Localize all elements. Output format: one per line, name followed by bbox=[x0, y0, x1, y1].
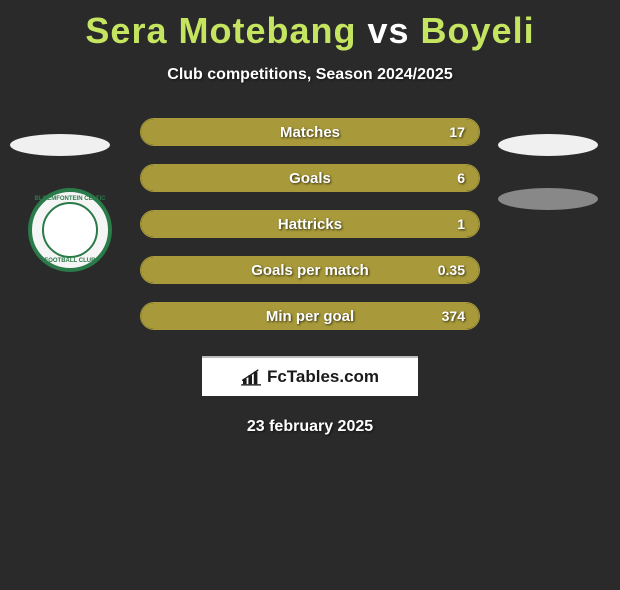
stat-row-matches: Matches 17 bbox=[140, 118, 480, 146]
bar-chart-icon bbox=[241, 368, 263, 386]
stat-value: 17 bbox=[449, 124, 465, 140]
stat-label: Hattricks bbox=[141, 216, 479, 233]
club-badge-inner bbox=[42, 202, 98, 258]
comparison-title: Sera Motebang vs Boyeli bbox=[0, 10, 620, 52]
stat-value: 0.35 bbox=[438, 262, 465, 278]
stat-row-goals-per-match: Goals per match 0.35 bbox=[140, 256, 480, 284]
date-text: 23 february 2025 bbox=[0, 418, 620, 436]
right-slot-ellipse-2 bbox=[498, 188, 598, 210]
left-slot-ellipse bbox=[10, 134, 110, 156]
stat-row-goals: Goals 6 bbox=[140, 164, 480, 192]
right-slot-ellipse-1 bbox=[498, 134, 598, 156]
player2-name: Boyeli bbox=[421, 10, 535, 51]
stat-label: Goals bbox=[141, 170, 479, 187]
attribution-box: FcTables.com bbox=[202, 356, 418, 396]
club-badge: BLOEMFONTEIN CELTIC FOOTBALL CLUB bbox=[28, 188, 112, 272]
club-text-bottom: FOOTBALL CLUB bbox=[45, 258, 96, 264]
stat-label: Matches bbox=[141, 124, 479, 141]
stat-value: 374 bbox=[442, 308, 465, 324]
stat-label: Min per goal bbox=[141, 308, 479, 325]
stat-label: Goals per match bbox=[141, 262, 479, 279]
stat-row-min-per-goal: Min per goal 374 bbox=[140, 302, 480, 330]
attribution-text: FcTables.com bbox=[267, 367, 379, 387]
stat-value: 1 bbox=[457, 216, 465, 232]
vs-text: vs bbox=[367, 10, 409, 51]
player1-name: Sera Motebang bbox=[85, 10, 356, 51]
subtitle: Club competitions, Season 2024/2025 bbox=[0, 66, 620, 84]
stat-row-hattricks: Hattricks 1 bbox=[140, 210, 480, 238]
stat-value: 6 bbox=[457, 170, 465, 186]
